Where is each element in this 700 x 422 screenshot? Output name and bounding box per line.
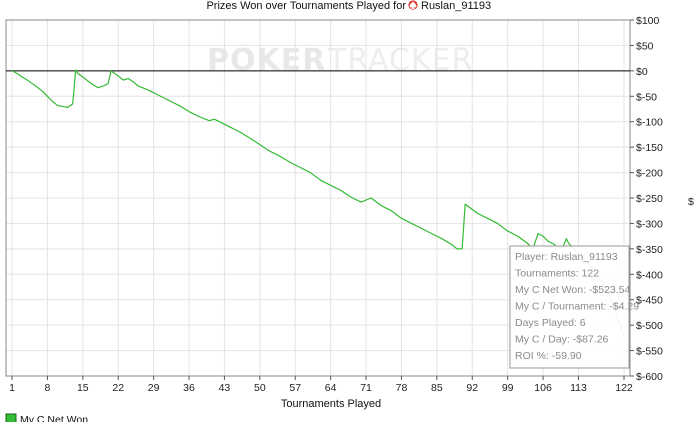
y-tick-label: $-500 xyxy=(636,320,663,332)
x-tick-label: 78 xyxy=(396,382,408,394)
y-tick-label: $50 xyxy=(636,40,654,52)
y-tick-label: $-300 xyxy=(636,218,663,230)
x-tick-label: 92 xyxy=(466,382,478,394)
x-tick-label: 50 xyxy=(254,382,266,394)
tooltip-line: My C / Tournament: -$4.29 xyxy=(515,301,639,313)
y-tick-label: $0 xyxy=(636,66,648,78)
y-tick-label: $-50 xyxy=(636,91,657,103)
y-tick-label: $-400 xyxy=(636,269,663,281)
y-tick-label: $-200 xyxy=(636,168,663,180)
y-tick-label: $-600 xyxy=(636,371,663,383)
x-tick-label: 99 xyxy=(502,382,514,394)
x-axis-ticks: 1 8 15 22 29 36 43 50 57 64 71 78 85 92 99 106 113 122 xyxy=(9,376,633,394)
pokertracker-watermark: POKER TRACKER xyxy=(207,43,473,78)
y-tick-label: $-100 xyxy=(636,117,663,129)
x-tick-label: 22 xyxy=(112,382,124,394)
x-tick-label: 1 xyxy=(9,382,15,394)
tooltip-line: Player: Ruslan_91193 xyxy=(515,251,618,263)
series-layer xyxy=(11,69,625,338)
y-tick-label: $-450 xyxy=(636,295,663,307)
y-tick-label: $-350 xyxy=(636,244,663,256)
series-line-0 xyxy=(11,69,625,338)
tooltip-box xyxy=(509,245,630,369)
legend-label: My C Net Won xyxy=(20,414,88,422)
y-tick-label: $-550 xyxy=(636,346,663,358)
right-axis-mark: $ xyxy=(688,196,694,208)
legend-swatch xyxy=(5,413,17,422)
tooltip-line: ROI %: -59.90 xyxy=(515,350,582,362)
x-tick-label: 71 xyxy=(360,382,372,394)
x-tick-label: 85 xyxy=(431,382,443,394)
x-tick-label: 29 xyxy=(148,382,160,394)
chart-title-text: Prizes Won over Tournaments Played for xyxy=(206,0,406,12)
tooltip-line: Tournaments: 122 xyxy=(515,268,599,280)
chart-title-player: Ruslan_91193 xyxy=(421,0,491,12)
chart-title: Prizes Won over Tournaments Played for R… xyxy=(206,0,491,12)
spade-icon xyxy=(408,0,418,10)
x-tick-label: 8 xyxy=(44,382,50,394)
x-tick-label: 57 xyxy=(289,382,301,394)
y-tick-label: $100 xyxy=(636,15,660,27)
stats-tooltip: Player: Ruslan_91193 Tournaments: 122 My C… xyxy=(509,245,639,369)
watermark-poker: POKER xyxy=(207,43,326,78)
x-tick-label: 15 xyxy=(77,382,89,394)
tooltip-line: My C / Day: -$87.26 xyxy=(515,334,609,346)
x-tick-label: 36 xyxy=(183,382,195,394)
x-tick-label: 43 xyxy=(219,382,231,394)
watermark-tracker: TRACKER xyxy=(327,43,473,78)
x-tick-label: 106 xyxy=(534,382,552,394)
x-tick-label: 122 xyxy=(615,382,633,394)
legend: My C Net Won xyxy=(5,413,88,422)
x-axis-title: Tournaments Played xyxy=(281,398,381,410)
x-tick-label: 113 xyxy=(570,382,587,394)
y-tick-label: $-250 xyxy=(636,193,663,205)
tooltip-line: Days Played: 6 xyxy=(515,317,586,329)
y-axis-ticks: $100 $50 $0 $-50 $-100 $-150 $-200 $-250 $-300 $-… xyxy=(630,15,663,383)
y-tick-label: $-150 xyxy=(636,142,663,154)
x-tick-label: 64 xyxy=(325,382,337,394)
tooltip-line: My C Net Won: -$523.54 xyxy=(515,284,631,296)
